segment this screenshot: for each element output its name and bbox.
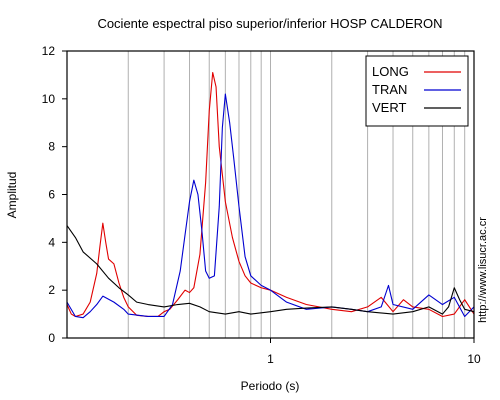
series-line-tran [66, 93, 475, 319]
y-tick-label: 12 [42, 44, 56, 58]
x-tick-label: 1 [267, 352, 274, 366]
legend-label-tran: TRAN [372, 82, 407, 97]
legend-items: LONG TRAN VERT [372, 64, 461, 115]
legend-box [365, 55, 469, 127]
y-tick-label: 4 [48, 235, 55, 249]
y-tick-label: 0 [48, 331, 55, 345]
legend-label-long: LONG [372, 64, 409, 79]
y-tick-label: 2 [48, 283, 55, 297]
x-axis-label: Periodo (s) [241, 379, 300, 393]
series-lines [66, 71, 475, 319]
chart-title: Cociente espectral piso superior/inferio… [97, 16, 442, 31]
legend: LONG TRAN VERT [365, 55, 469, 127]
legend-label-vert: VERT [372, 100, 406, 115]
axis-ticks: 0 2 4 6 8 10 12 1 10 [42, 44, 481, 366]
watermark-url: http://www.lisucr.ac.cr [477, 217, 489, 323]
x-tick-label: 10 [467, 352, 481, 366]
series-line-vert [66, 225, 475, 315]
y-axis-label: Amplitud [5, 172, 19, 219]
series-line-long [66, 71, 475, 318]
y-tick-label: 10 [42, 92, 56, 106]
y-tick-label: 6 [48, 188, 55, 202]
y-tick-label: 8 [48, 140, 55, 154]
